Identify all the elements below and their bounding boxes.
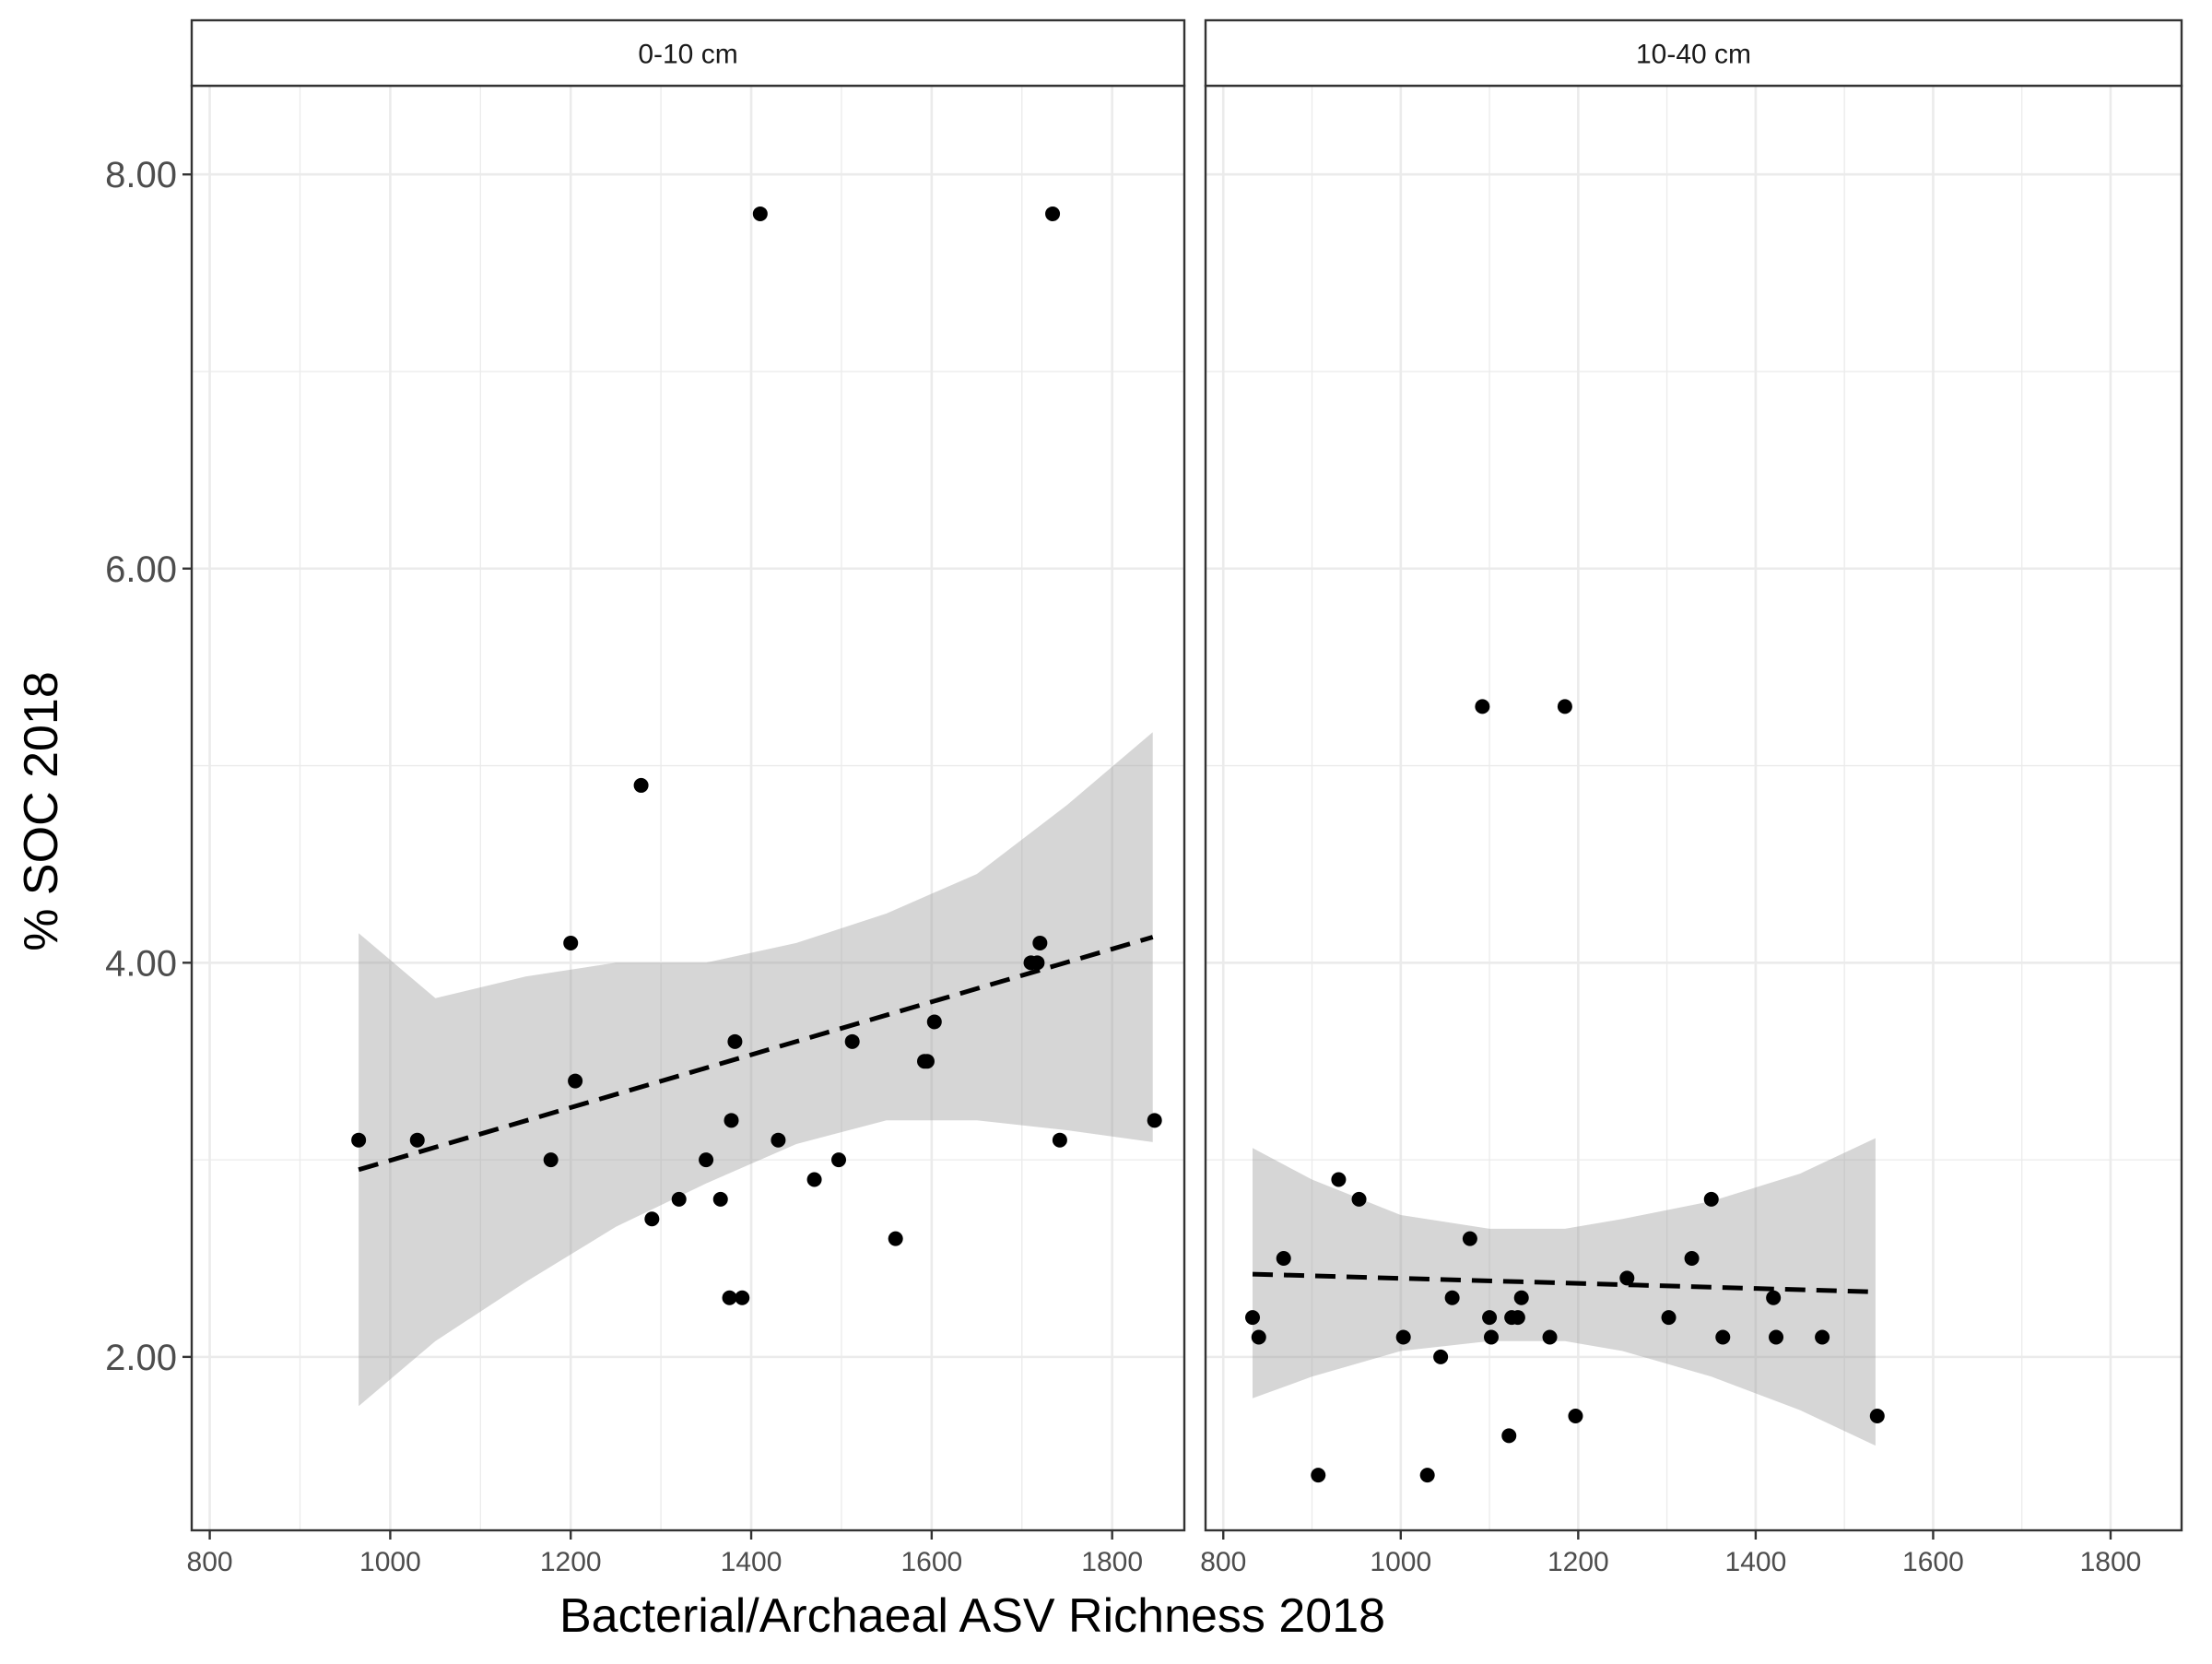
data-point <box>771 1132 786 1148</box>
data-point <box>735 1290 750 1305</box>
data-point <box>1419 1468 1435 1483</box>
confidence-band <box>359 732 1153 1407</box>
trend-line <box>358 935 1154 1173</box>
data-point <box>1444 1290 1460 1305</box>
data-point <box>644 1211 660 1227</box>
facet-strip-label: 10-40 cm <box>1636 40 1751 70</box>
data-point <box>1510 1310 1525 1326</box>
data-point <box>1769 1329 1784 1345</box>
data-point <box>722 1290 737 1305</box>
data-point <box>727 1033 743 1049</box>
x-tick-label: 1800 <box>2080 1547 2142 1577</box>
facet-strip <box>190 18 1186 88</box>
data-point <box>1661 1310 1677 1326</box>
data-point <box>1703 1191 1719 1207</box>
data-point <box>568 1073 583 1089</box>
x-tick-label: 1600 <box>1902 1547 1964 1577</box>
data-point <box>919 1054 935 1069</box>
data-point <box>1568 1409 1583 1424</box>
y-axis-title: % SOC 2018 <box>15 671 68 951</box>
facet-panel-2: 10-40 cm 800 1000 1200 1400 1600 1800 <box>1200 18 2183 1577</box>
x-tick-label: 800 <box>187 1547 233 1577</box>
data-point <box>1619 1270 1635 1286</box>
data-point <box>1395 1329 1411 1345</box>
x-tick-label: 1400 <box>1725 1547 1787 1577</box>
data-point <box>831 1152 847 1168</box>
data-point <box>633 777 649 793</box>
data-point <box>1483 1329 1499 1345</box>
x-tick-label: 1600 <box>900 1547 962 1577</box>
y-tick-label: 2.00 <box>105 1338 177 1378</box>
data-point <box>752 206 768 221</box>
panel-background <box>192 86 1184 1530</box>
trend-line <box>1252 1271 1876 1294</box>
data-point <box>1251 1329 1266 1345</box>
data-point <box>1433 1349 1449 1364</box>
data-point <box>1684 1250 1700 1266</box>
data-point <box>806 1172 822 1187</box>
data-point <box>1513 1290 1529 1305</box>
x-tick-label: 1200 <box>1547 1547 1609 1577</box>
data-point <box>409 1132 425 1148</box>
y-tick-label: 4.00 <box>105 943 177 984</box>
data-point <box>699 1152 714 1168</box>
data-point <box>1032 935 1048 950</box>
facet-strip <box>1204 18 2183 88</box>
data-point <box>1482 1310 1498 1326</box>
data-point <box>1045 206 1061 221</box>
data-point <box>844 1033 860 1049</box>
data-point <box>1052 1132 1067 1148</box>
data-point <box>1331 1172 1347 1187</box>
x-tick-label: 1200 <box>540 1547 602 1577</box>
data-point <box>543 1152 559 1168</box>
x-tick-label: 800 <box>1200 1547 1246 1577</box>
data-point <box>671 1191 687 1207</box>
x-tick-label: 1000 <box>1370 1547 1431 1577</box>
data-point <box>563 935 579 950</box>
data-point <box>1462 1231 1477 1246</box>
x-axis-title: Bacterial/Archaeal ASV Richness 2018 <box>559 1589 1385 1643</box>
y-tick-label: 6.00 <box>105 549 177 590</box>
data-point <box>1147 1113 1162 1128</box>
y-tick-label: 8.00 <box>105 155 177 195</box>
x-tick-label: 1800 <box>1081 1547 1143 1577</box>
facet-strip-label: 0-10 cm <box>638 40 737 70</box>
data-point <box>888 1231 903 1246</box>
data-point <box>1311 1468 1326 1483</box>
data-point <box>1715 1329 1731 1345</box>
data-point <box>1276 1250 1291 1266</box>
data-point <box>724 1113 739 1128</box>
data-point <box>1542 1329 1558 1345</box>
data-point <box>1501 1428 1517 1444</box>
panel-background <box>1206 86 2182 1530</box>
confidence-band <box>1253 1138 1876 1446</box>
x-tick-label: 1000 <box>359 1547 421 1577</box>
data-point <box>351 1132 367 1148</box>
data-point <box>1815 1329 1830 1345</box>
data-point <box>1869 1409 1885 1424</box>
data-point <box>1351 1191 1367 1207</box>
x-tick-label: 1400 <box>721 1547 782 1577</box>
facet-panel-1: 0-10 cm 800 1000 1200 1400 1600 1800 <box>187 18 1186 1577</box>
data-point <box>712 1191 728 1207</box>
data-point <box>926 1014 942 1030</box>
data-point <box>1245 1310 1261 1326</box>
data-point <box>1030 955 1045 971</box>
data-point <box>1557 699 1572 714</box>
data-point <box>1475 699 1490 714</box>
data-point <box>1766 1290 1782 1305</box>
